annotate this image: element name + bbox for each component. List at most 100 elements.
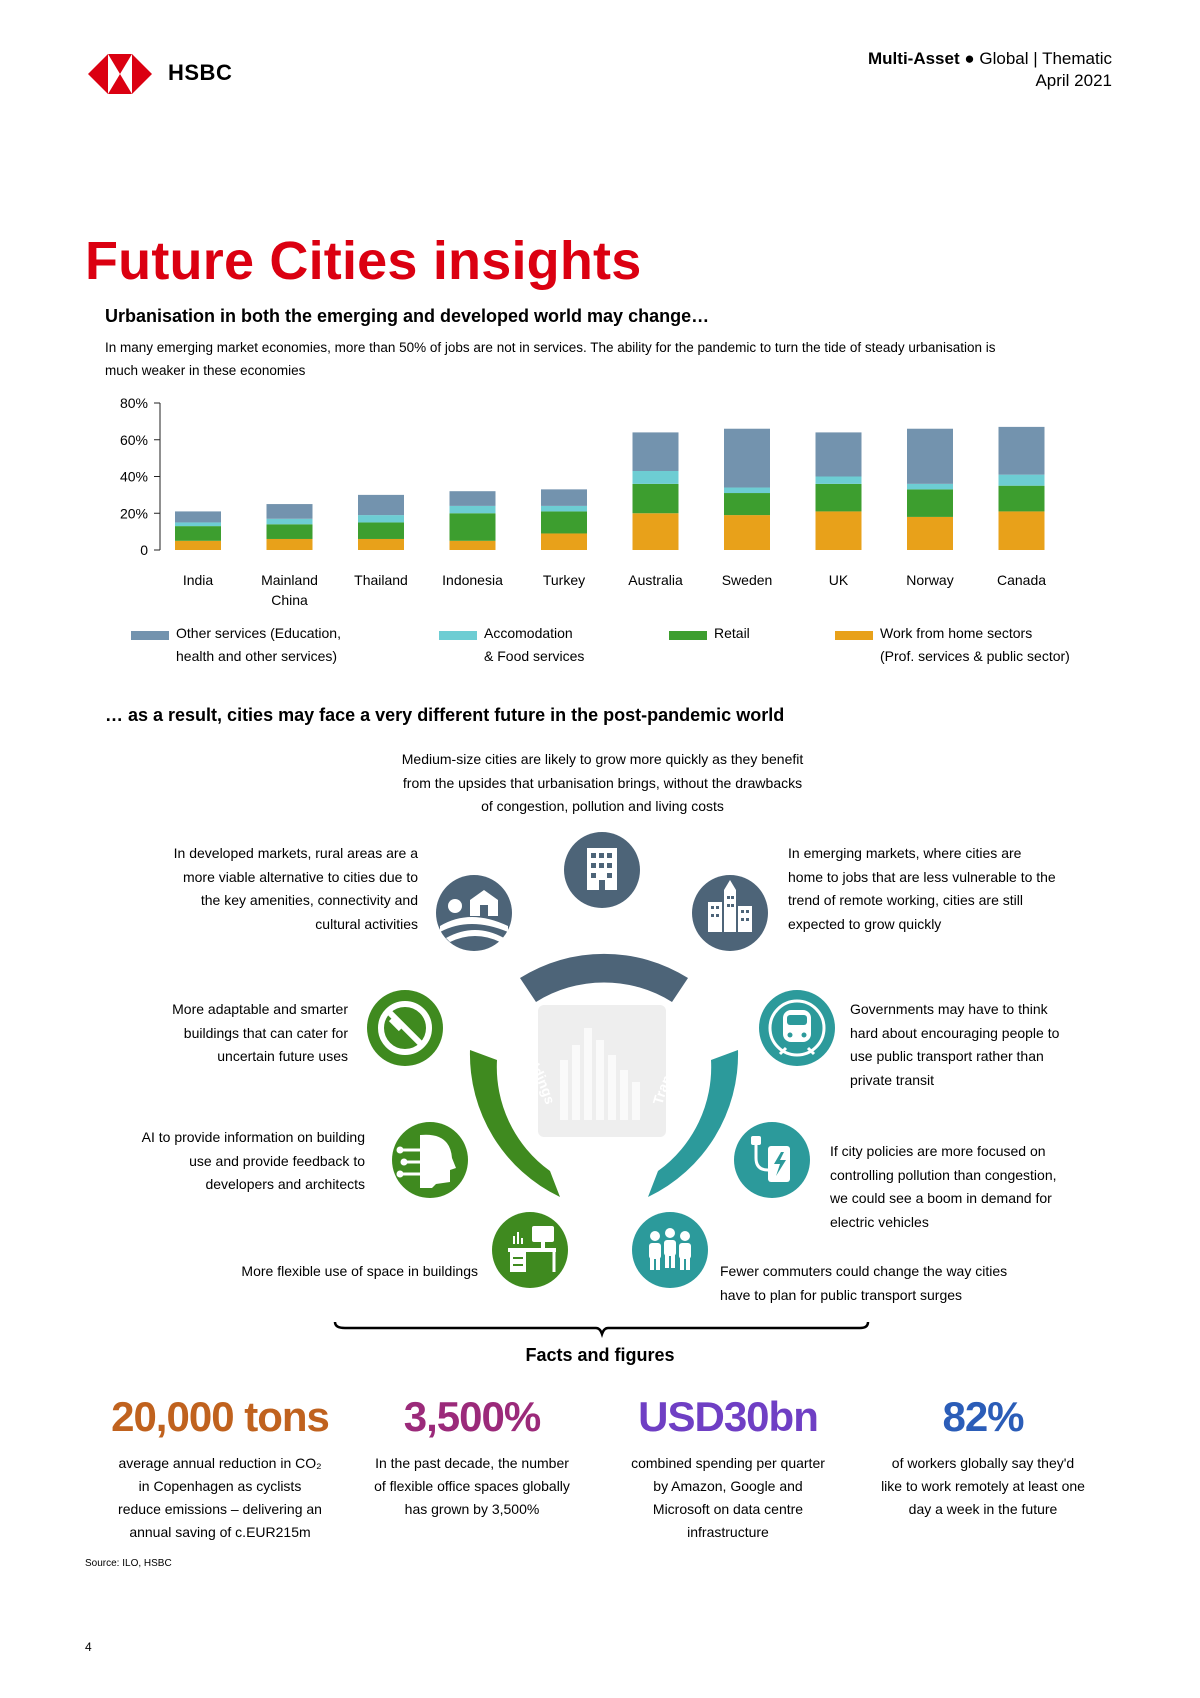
bar-segment: [724, 515, 770, 550]
people-icon: [632, 1212, 708, 1288]
legend-swatch-accomodation: [439, 631, 477, 640]
x-tick-label: Indonesia: [442, 572, 503, 588]
government-text: Governments may have to think hard about …: [850, 1001, 1060, 1088]
legend-item-wfh: Work from home sectors (Prof. services & …: [880, 625, 1070, 664]
bar-segment: [632, 470, 679, 484]
fact-remote-work: 82% of workers globally say they'd like t…: [863, 1392, 1103, 1521]
fact-value: 3,500%: [403, 1393, 541, 1440]
top-text: Medium-size cities are likely to grow mo…: [401, 751, 804, 814]
legend-swatch-wfh: [835, 631, 873, 640]
bar-segment: [724, 428, 770, 488]
fact-co2: 20,000 tons average annual reduction in …: [100, 1392, 340, 1544]
bar-segment: [175, 526, 221, 541]
y-tick-label: 60%: [120, 432, 148, 448]
report-scope: Global | Thematic: [979, 49, 1112, 68]
source-note: Source: ILO, HSBC: [85, 1558, 172, 1569]
page-number: 4: [85, 1640, 92, 1654]
chart-legend: Other services (Education, health and oth…: [0, 622, 1200, 672]
city-building-icon: [564, 832, 640, 908]
adaptable-text: More adaptable and smarter buildings that…: [172, 1001, 348, 1064]
commuters-text: Fewer commuters could change the way cit…: [720, 1263, 1008, 1303]
section2-title: … as a result, cities may face a very di…: [105, 705, 785, 725]
y-tick-label: 80%: [120, 395, 148, 411]
no-building-icon: [367, 990, 443, 1066]
bar-segment: [815, 476, 862, 484]
legend-item-accomodation: Accomodation & Food services: [484, 625, 585, 664]
stacked-bar-chart: 0 20% 40% 60% 80% India Mainland China Thailand I…: [120, 395, 1046, 608]
x-tick-label: Sweden: [722, 572, 773, 588]
fact-value: 20,000 tons: [111, 1393, 330, 1440]
section1-description: In many emerging market economies, more …: [105, 340, 996, 378]
bar-segment: [632, 432, 679, 471]
bar-segment: [998, 474, 1045, 486]
bar-segment: [358, 522, 404, 539]
bar-segment: [266, 538, 313, 550]
bar-segment: [358, 538, 404, 550]
x-tick-label: UK: [829, 572, 849, 588]
bar-segment: [175, 540, 221, 550]
center-chart-icon: [538, 1005, 666, 1137]
report-date: April 2021: [1035, 71, 1112, 90]
bullet: ●: [964, 49, 975, 68]
bar-segment: [632, 513, 679, 550]
x-tick-label: Turkey: [543, 572, 585, 588]
bar-segment: [449, 491, 496, 506]
facts-bracket: [333, 1321, 870, 1338]
buildings-arc: [469, 1050, 560, 1197]
bar-segment: [998, 511, 1045, 550]
fact-office-spaces: 3,500% In the past decade, the number of …: [352, 1392, 592, 1521]
populations-arc: [520, 953, 688, 1002]
x-tick-label: China: [271, 592, 308, 608]
report-header: Multi-Asset ● Global | Thematic April 20…: [868, 48, 1112, 92]
x-tick-label: Australia: [628, 572, 683, 588]
bar-segment: [998, 485, 1045, 512]
future-cities-diagram: Populations Buildings Transport: [0, 730, 1200, 1340]
page-title: Future Cities insights: [85, 231, 642, 291]
transport-arc: [648, 1050, 739, 1197]
x-tick-label: Norway: [906, 572, 953, 588]
fact-description: In the past decade, the number of flexibl…: [374, 1455, 570, 1517]
office-desk-icon: [492, 1212, 568, 1288]
legend-item-retail: Retail: [714, 625, 750, 641]
x-tick-label: Mainland: [261, 572, 318, 588]
bar-segment: [724, 487, 770, 494]
bar-segment: [907, 483, 953, 490]
fact-value: USD30bn: [638, 1393, 819, 1440]
bar-segment: [449, 540, 496, 550]
hsbc-logo: [88, 54, 152, 94]
section1-title: Urbanisation in both the emerging and de…: [105, 306, 710, 326]
bar-segment: [358, 494, 404, 516]
bar-segment: [541, 511, 587, 534]
x-tick-label: Thailand: [354, 572, 408, 588]
fact-description: average annual reduction in CO₂ in Copenh…: [118, 1455, 322, 1540]
bar-segment: [449, 505, 496, 514]
bar-segment: [998, 426, 1045, 475]
bar-segment: [449, 513, 496, 541]
bar-segment: [541, 505, 587, 512]
diagram-graphics: Populations Buildings Transport: [333, 832, 870, 1338]
bar-segment: [541, 489, 587, 506]
facts-title: Facts and figures: [525, 1345, 675, 1365]
legend-item-other: Other services (Education, health and oth…: [176, 625, 341, 664]
legend-swatch-other: [131, 631, 169, 640]
ev-charger-icon: [734, 1122, 810, 1198]
bar-segment: [815, 511, 862, 550]
bar-segment: [815, 483, 862, 512]
bar-segment: [358, 515, 404, 523]
bar-segment: [815, 432, 862, 477]
bar-segment: [266, 518, 313, 525]
city-skyline-icon: [692, 875, 768, 951]
y-tick-label: 0: [140, 542, 148, 558]
ev-text: If city policies are more focused on cont…: [830, 1143, 1057, 1230]
y-tick-label: 20%: [120, 505, 148, 521]
bar-segment: [632, 483, 679, 514]
y-tick-label: 40%: [120, 469, 148, 485]
bar-segment: [175, 511, 221, 523]
train-icon: [759, 990, 835, 1066]
bar-segment: [907, 489, 953, 517]
fact-description: of workers globally say they'd like to wo…: [881, 1455, 1085, 1517]
fact-value: 82%: [942, 1393, 1024, 1440]
bar-segment: [175, 522, 221, 527]
farm-icon: [436, 875, 512, 951]
